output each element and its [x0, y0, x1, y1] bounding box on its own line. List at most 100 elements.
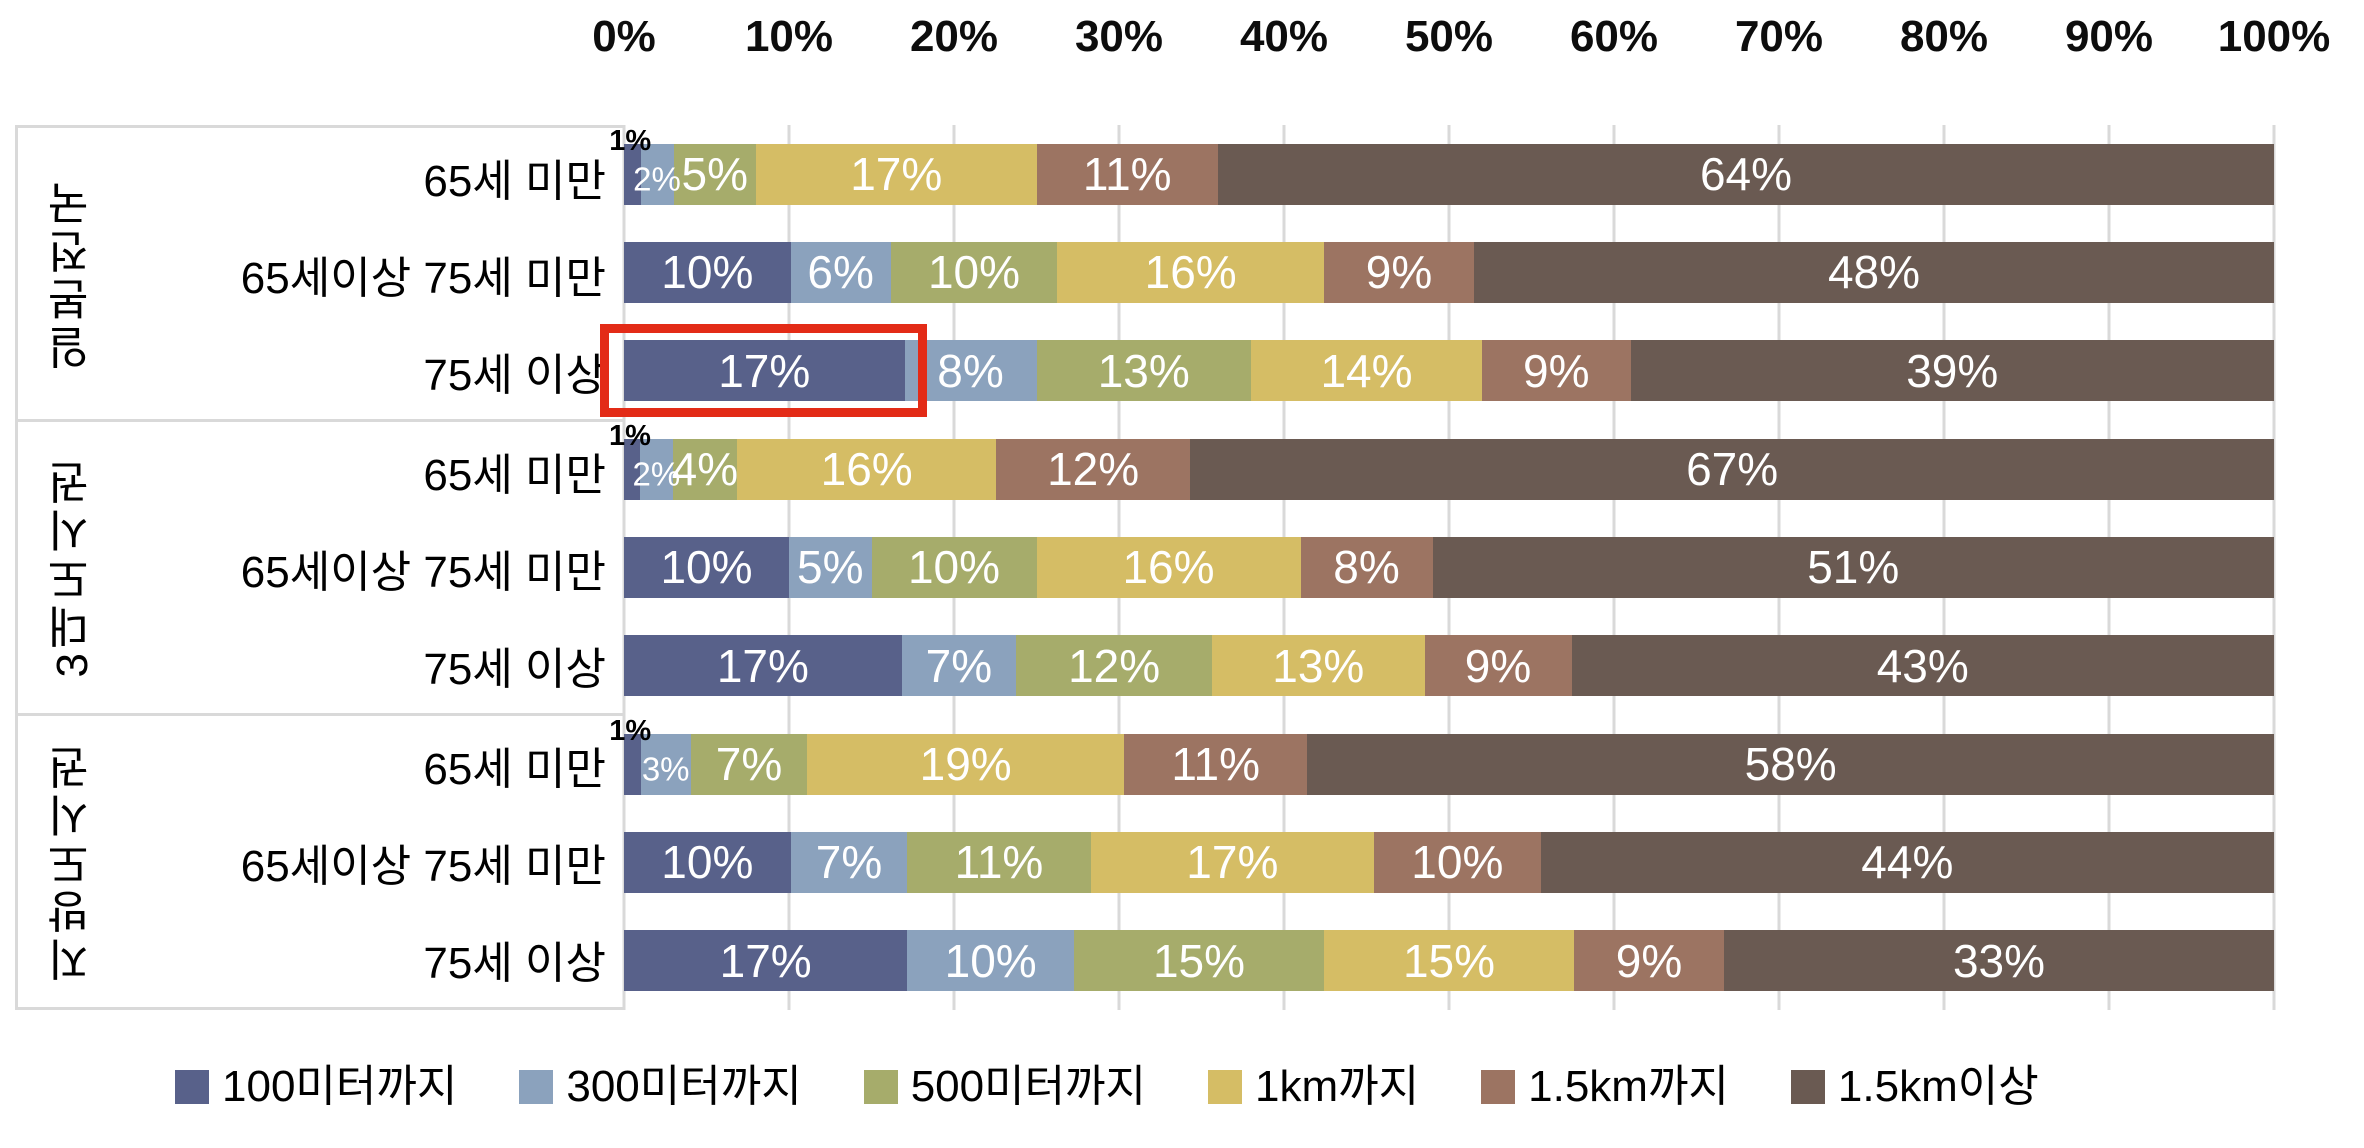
x-axis-tick: 30% — [1074, 12, 1164, 61]
group-label: 일본전국 — [18, 128, 128, 419]
stacked-bar: 10% 6% 10% 16% 9% 48% — [624, 242, 2275, 303]
stacked-bar: 1% 3% 7% 19% 11% 58% — [609, 716, 2275, 795]
bar-segment: 16% — [1036, 537, 1301, 598]
bar-segment-label: 10% — [661, 836, 754, 889]
bar-segment: 16% — [737, 438, 997, 500]
bar-segment: 14% — [1251, 340, 1482, 402]
bar-segment: 3% — [640, 733, 691, 795]
bar-segment: 48% — [1474, 242, 2275, 303]
legend-label: 1km까지 — [1255, 1062, 1420, 1111]
bar-segment: 17% — [624, 635, 902, 697]
bar-segment: 10% — [890, 242, 1058, 303]
bar-row: 17% 8% 13% 14% 9% 39% — [600, 322, 2274, 420]
legend-item: 100미터까지 — [175, 1065, 457, 1109]
bar-segment-label: 16% — [1144, 246, 1237, 299]
bar-segment-label: 7% — [925, 639, 993, 692]
bar-segment: 5% — [673, 143, 756, 205]
bar-segment: 10% — [907, 930, 1074, 992]
bar-segment-label: 44% — [1861, 836, 1954, 889]
row-label: 65세 미만 — [423, 744, 606, 794]
bar-segment-label: 58% — [1744, 738, 1837, 791]
bar-segment-label: 43% — [1876, 639, 1969, 692]
bar-segment-label: 67% — [1686, 443, 1779, 496]
bar-segment-label: 48% — [1827, 246, 1921, 299]
bar-segment-label: 1% — [609, 124, 652, 157]
bar-row: 10% 7% 11% 17% 10% 44% — [624, 813, 2274, 911]
x-axis: 0% 10% 20% 30% 40% 50% 60% 70% 80% 90% 100% — [592, 12, 2330, 66]
bar-segment-label: 1% — [609, 419, 651, 452]
bar-segment: 39% — [1630, 340, 2274, 402]
bar-segment: 9% — [1574, 930, 1724, 992]
bar-segment: 6% — [790, 242, 891, 303]
plot-area: 1% 2% 5% 17% 11% 64% 10% 6% 10% 16% 9% 48% 17% 8% 13% 1… — [600, 125, 2276, 1010]
bar-segment-label: 4% — [671, 443, 739, 496]
bar-segment: 4% — [671, 438, 739, 500]
bar-segment: 19% — [807, 733, 1125, 795]
stacked-bar: 10% 7% 11% 17% 10% 44% — [624, 831, 2274, 893]
bar-segment-label: 12% — [1068, 639, 1161, 692]
group-label-text: 일본전국 — [48, 177, 97, 370]
row-label: 75세 이상 — [423, 644, 606, 694]
bar-segment: 10% — [624, 537, 789, 598]
bar-segment: 1% — [609, 716, 651, 795]
bar-segment-label: 8% — [937, 344, 1004, 397]
x-axis-tick: 60% — [1569, 12, 1659, 61]
bar-segment: 44% — [1540, 831, 2274, 893]
group: 지방도시권 65세 미만 65세이상 75세 미만 75세 이상 — [18, 713, 624, 1007]
row-label: 65세이상 75세 미만 — [240, 547, 606, 597]
bar-segment-label: 17% — [718, 344, 811, 397]
bar-segment-label: 17% — [1186, 836, 1279, 889]
x-axis-tick: 20% — [909, 12, 999, 61]
legend-swatch — [519, 1070, 554, 1104]
bar-segment: 11% — [1124, 733, 1308, 795]
row-label: 65세 미만 — [423, 450, 606, 500]
row-label: 75세 이상 — [423, 350, 606, 400]
bar-segment: 2% — [633, 143, 681, 205]
bar-segment-label: 9% — [1615, 934, 1683, 987]
legend-item: 300미터까지 — [519, 1065, 802, 1109]
bar-segment-label: 9% — [1365, 246, 1433, 299]
bar-segment: 58% — [1307, 733, 2275, 795]
bar-segment-label: 6% — [807, 246, 874, 299]
bar-segment-label: 10% — [1411, 836, 1504, 889]
bar-segment-label: 15% — [1152, 934, 1246, 987]
bar-segment: 7% — [690, 733, 808, 795]
x-axis-tick: 0% — [592, 12, 656, 61]
bar-segment: 1% — [609, 421, 651, 500]
group: 3대도시권 65세 미만 65세이상 75세 미만 75세 이상 — [18, 419, 624, 713]
bar-segment: 2% — [632, 438, 680, 500]
bar-segment-label: 9% — [1523, 344, 1590, 397]
bar-segment: 8% — [904, 340, 1037, 402]
legend: 100미터까지 300미터까지 500미터까지 1km까지 1.5km까지 1.5km이상 — [175, 1042, 2344, 1132]
bar-segment-label: 7% — [815, 836, 883, 889]
bar-segment-label: 13% — [1272, 639, 1365, 692]
bar-segment: 15% — [1074, 930, 1324, 992]
bar-segment: 10% — [871, 537, 1037, 598]
bar-segment-label: 16% — [820, 443, 913, 496]
bar-row: 17% 7% 12% 13% 9% 43% — [624, 617, 2274, 715]
bar-segment-label: 2% — [633, 160, 681, 198]
stacked-bar: 1% 2% 5% 17% 11% 64% — [609, 126, 2274, 205]
bar-segment-label: 3% — [641, 750, 690, 788]
bar-segment-label: 5% — [797, 541, 864, 594]
legend-label: 100미터까지 — [222, 1062, 458, 1111]
bar-segment-label: 39% — [1906, 344, 1999, 397]
bar-segment-label: 11% — [1082, 148, 1172, 201]
x-axis-tick: 80% — [1899, 12, 1989, 61]
legend-item: 1km까지 — [1208, 1065, 1419, 1109]
legend-item: 500미터까지 — [863, 1065, 1146, 1109]
bar-segment: 16% — [1057, 242, 1325, 303]
stacked-bar: 17% 8% 13% 14% 9% 39% — [600, 324, 2274, 418]
bar-segment: 13% — [1212, 635, 1425, 697]
bar-segment: 64% — [1218, 143, 2274, 205]
bar-segment-label: 2% — [632, 455, 681, 493]
bar-segment: 9% — [1482, 340, 1631, 402]
bar-segment: 15% — [1324, 930, 1574, 992]
legend-swatch — [1790, 1070, 1825, 1104]
bar-row: 1% 3% 7% 19% 11% 58% — [609, 715, 2275, 813]
bar-segment-label: 14% — [1320, 344, 1413, 397]
bar-row: 1% 2% 5% 17% 11% 64% — [609, 125, 2274, 223]
bar-segment: 10% — [624, 242, 791, 303]
legend-label: 1.5km이상 — [1837, 1062, 2039, 1111]
bar-segment: 51% — [1432, 537, 2274, 598]
